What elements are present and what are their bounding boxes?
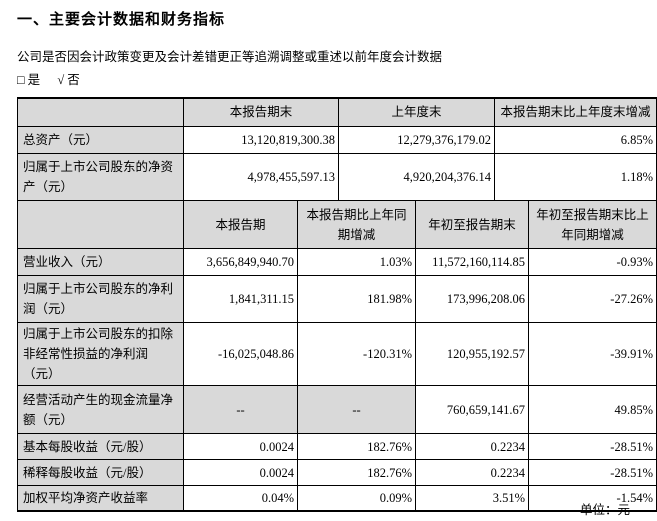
row-label-revenue: 营业收入（元） (17, 248, 184, 276)
table-row: 经营活动产生的现金流量净额（元） -- -- 760,659,141.67 49… (17, 385, 657, 434)
value-cell: 1.18% (494, 152, 657, 202)
value-cell: -39.91% (528, 322, 657, 386)
row-label-total-assets: 总资产（元） (17, 125, 184, 154)
period-table: 本报告期 本报告期比上年同期增减 年初至报告期末 年初至报告期末比上年同期增减 … (17, 200, 657, 512)
corner-cell (17, 97, 184, 127)
column-header-change: 本报告期末比上年度末增减 (494, 97, 657, 127)
value-cell: 0.04% (183, 485, 298, 512)
value-cell: -28.51% (528, 459, 657, 486)
value-cell: 0.0024 (183, 459, 298, 486)
applicability-choice: □ 是 √ 否 (17, 69, 80, 88)
column-header-period-change: 本报告期比上年同期增减 (297, 200, 416, 249)
value-cell: 4,978,455,597.13 (183, 152, 339, 202)
value-cell: 49.85% (528, 385, 657, 434)
checkbox-yes-option: □ 是 (17, 73, 41, 87)
value-cell: 181.98% (297, 275, 416, 323)
row-label-basic-eps: 基本每股收益（元/股） (17, 433, 184, 460)
row-label-net-assets: 归属于上市公司股东的净资产（元） (17, 152, 184, 202)
period-end-table: 本报告期末 上年度末 本报告期末比上年度末增减 总资产（元） 13,120,81… (17, 97, 657, 202)
table-row: 归属于上市公司股东的净利润（元） 1,841,311.15 181.98% 17… (17, 275, 657, 323)
table-header-row: 本报告期末 上年度末 本报告期末比上年度末增减 (17, 97, 657, 127)
value-cell: -0.93% (528, 248, 657, 276)
table-row: 加权平均净资产收益率 0.04% 0.09% 3.51% -1.54% (17, 485, 657, 512)
value-cell: 11,572,160,114.85 (415, 248, 529, 276)
value-cell: 1.03% (297, 248, 416, 276)
value-cell: 4,920,204,376.14 (338, 152, 495, 202)
checkbox-no-option: √ 否 (57, 73, 80, 87)
table-header-row: 本报告期 本报告期比上年同期增减 年初至报告期末 年初至报告期末比上年同期增减 (17, 200, 657, 249)
column-header-ytd-change: 年初至报告期末比上年同期增减 (528, 200, 657, 249)
row-label-operating-cash-flow: 经营活动产生的现金流量净额（元） (17, 385, 184, 434)
column-header-current-period-end: 本报告期末 (183, 97, 339, 127)
value-cell: 6.85% (494, 125, 657, 154)
table-row: 总资产（元） 13,120,819,300.38 12,279,376,179.… (17, 125, 657, 154)
column-header-current-period: 本报告期 (183, 200, 298, 249)
value-cell: 3.51% (415, 485, 529, 512)
value-cell: 182.76% (297, 433, 416, 460)
table-row: 营业收入（元） 3,656,849,940.70 1.03% 11,572,16… (17, 248, 657, 276)
value-cell-na: -- (297, 385, 416, 434)
value-cell: 0.09% (297, 485, 416, 512)
value-cell: -27.26% (528, 275, 657, 323)
table-row: 归属于上市公司股东的净资产（元） 4,978,455,597.13 4,920,… (17, 152, 657, 202)
value-cell: 1,841,311.15 (183, 275, 298, 323)
section-title: 一、主要会计数据和财务指标 (17, 11, 226, 28)
restatement-question: 公司是否因会计政策变更及会计差错更正等追溯调整或重述以前年度会计数据 (17, 50, 443, 64)
table-row: 稀释每股收益（元/股） 0.0024 182.76% 0.2234 -28.51… (17, 459, 657, 486)
value-cell: -120.31% (297, 322, 416, 386)
value-cell: -28.51% (528, 433, 657, 460)
value-cell: 0.0024 (183, 433, 298, 460)
row-label-weighted-avg-roe: 加权平均净资产收益率 (17, 485, 184, 512)
value-cell: -1.54% (528, 485, 657, 512)
value-cell: -16,025,048.86 (183, 322, 298, 386)
column-header-ytd: 年初至报告期末 (415, 200, 529, 249)
corner-cell (17, 200, 184, 249)
value-cell: 3,656,849,940.70 (183, 248, 298, 276)
value-cell: 13,120,819,300.38 (183, 125, 339, 154)
row-label-net-profit: 归属于上市公司股东的净利润（元） (17, 275, 184, 323)
value-cell: 0.2234 (415, 459, 529, 486)
column-header-prior-year-end: 上年度末 (338, 97, 495, 127)
unit-label: 单位：元 (579, 503, 630, 517)
value-cell: 760,659,141.67 (415, 385, 529, 434)
row-label-net-profit-excl-nonrecurring: 归属于上市公司股东的扣除非经常性损益的净利润（元） (17, 322, 184, 386)
value-cell-na: -- (183, 385, 298, 434)
value-cell: 12,279,376,179.02 (338, 125, 495, 154)
row-label-diluted-eps: 稀释每股收益（元/股） (17, 459, 184, 486)
value-cell: 120,955,192.57 (415, 322, 529, 386)
value-cell: 182.76% (297, 459, 416, 486)
table-row: 归属于上市公司股东的扣除非经常性损益的净利润（元） -16,025,048.86… (17, 322, 657, 386)
value-cell: 173,996,208.06 (415, 275, 529, 323)
table-row: 基本每股收益（元/股） 0.0024 182.76% 0.2234 -28.51… (17, 433, 657, 460)
value-cell: 0.2234 (415, 433, 529, 460)
